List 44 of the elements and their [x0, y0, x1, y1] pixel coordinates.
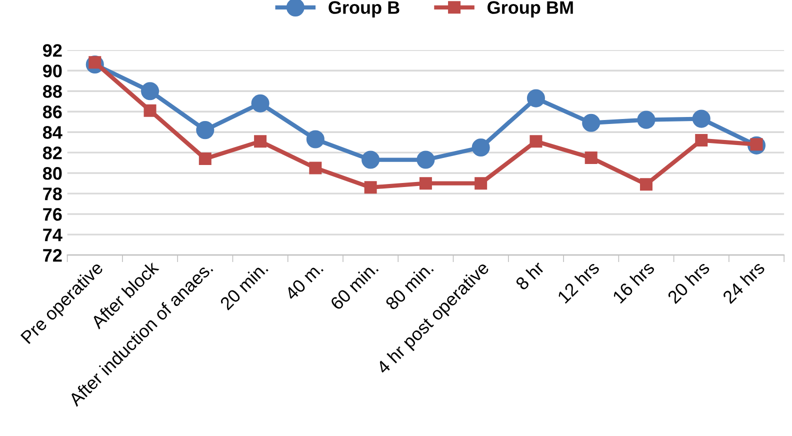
y-tick-label: 80 [42, 167, 62, 180]
point [419, 177, 432, 190]
point [416, 150, 435, 169]
x-tick-label: 20 hrs [666, 260, 710, 304]
y-tick-label: 88 [42, 85, 62, 98]
y-tick-label: 86 [42, 106, 62, 118]
legend-label: Group B [328, 1, 400, 18]
x-tick-label: 80 min. [384, 261, 434, 311]
point [144, 104, 156, 117]
y-tick-label: 84 [42, 126, 62, 139]
y-tick-label: 82 [42, 146, 62, 160]
point [140, 82, 160, 100]
point [362, 150, 380, 169]
point [526, 89, 545, 108]
y-tick-label: 90 [43, 64, 62, 78]
point [196, 121, 214, 140]
point [309, 162, 322, 174]
point [695, 134, 708, 147]
x-tick-label: 20 min. [219, 261, 269, 311]
point [637, 110, 656, 129]
x-tick-label: 16 hrs [612, 260, 656, 304]
y-tick-label: 74 [43, 228, 62, 242]
point [474, 177, 488, 190]
point [692, 110, 710, 128]
x-tick-label: 60 min. [329, 261, 379, 311]
point [364, 181, 377, 194]
legend-label: Group BM [488, 1, 573, 18]
y-tick-label: 76 [43, 208, 62, 221]
y-tick-label: 92 [43, 44, 62, 57]
point [198, 152, 212, 165]
point [584, 151, 598, 164]
point [640, 178, 652, 191]
point [530, 135, 542, 148]
x-tick-label: 24 hrs [722, 260, 766, 304]
x-tick-label: 40 m. [284, 261, 324, 301]
x-tick-label: 12 hrs [556, 260, 600, 304]
point [582, 114, 600, 132]
y-tick-label: 78 [43, 188, 62, 200]
y-tick-label: 72 [43, 248, 62, 262]
point [251, 94, 270, 112]
point [254, 135, 267, 148]
x-tick-label: 8 hr [514, 260, 546, 291]
point [472, 138, 490, 157]
point [306, 130, 324, 148]
